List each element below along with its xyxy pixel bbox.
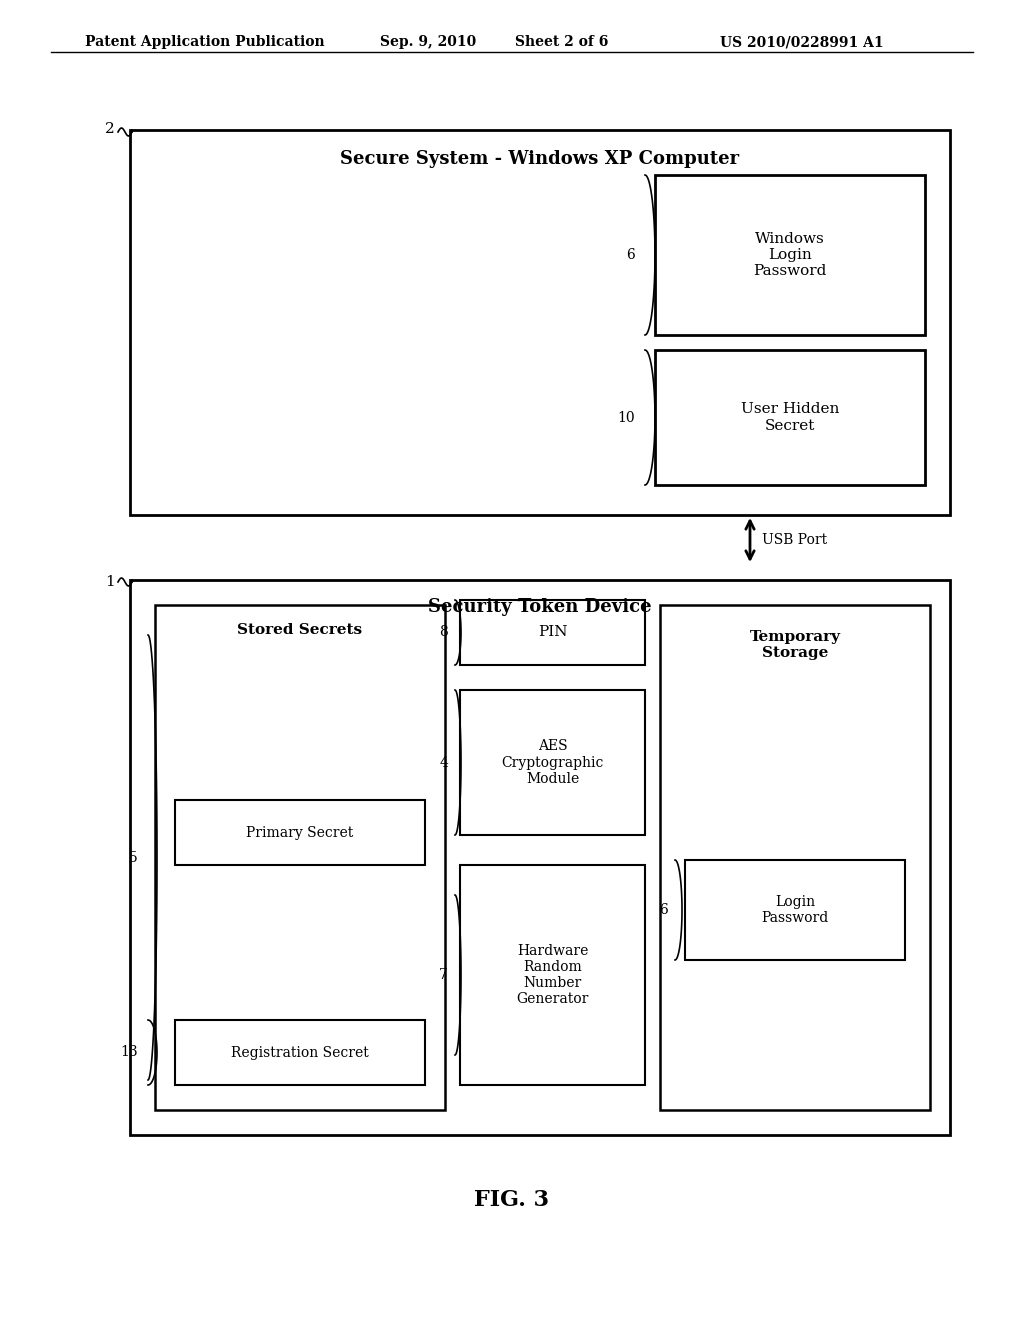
Text: 5: 5 — [129, 850, 138, 865]
Text: Secure System - Windows XP Computer: Secure System - Windows XP Computer — [340, 150, 739, 168]
Text: Sheet 2 of 6: Sheet 2 of 6 — [515, 36, 608, 49]
Text: AES
Cryptographic
Module: AES Cryptographic Module — [502, 739, 604, 785]
FancyBboxPatch shape — [655, 176, 925, 335]
Text: Sep. 9, 2010: Sep. 9, 2010 — [380, 36, 476, 49]
Text: 6: 6 — [659, 903, 668, 917]
FancyBboxPatch shape — [130, 579, 950, 1135]
Text: Stored Secrets: Stored Secrets — [238, 623, 362, 638]
FancyBboxPatch shape — [655, 350, 925, 484]
Text: 6: 6 — [627, 248, 635, 261]
Text: Security Token Device: Security Token Device — [428, 598, 652, 616]
FancyBboxPatch shape — [660, 605, 930, 1110]
FancyBboxPatch shape — [460, 601, 645, 665]
Text: 7: 7 — [439, 968, 449, 982]
Text: Login
Password: Login Password — [762, 895, 828, 925]
Text: 13: 13 — [121, 1045, 138, 1060]
Text: Hardware
Random
Number
Generator: Hardware Random Number Generator — [516, 944, 589, 1006]
FancyBboxPatch shape — [175, 1020, 425, 1085]
Text: 10: 10 — [617, 411, 635, 425]
Text: Temporary
Storage: Temporary Storage — [750, 630, 841, 660]
Text: Primary Secret: Primary Secret — [247, 825, 353, 840]
FancyBboxPatch shape — [155, 605, 445, 1110]
Text: US 2010/0228991 A1: US 2010/0228991 A1 — [720, 36, 884, 49]
FancyBboxPatch shape — [175, 800, 425, 865]
Text: FIG. 3: FIG. 3 — [474, 1189, 550, 1210]
Text: 8: 8 — [439, 626, 449, 639]
Text: Patent Application Publication: Patent Application Publication — [85, 36, 325, 49]
FancyBboxPatch shape — [130, 129, 950, 515]
FancyBboxPatch shape — [460, 865, 645, 1085]
Text: Windows
Login
Password: Windows Login Password — [754, 232, 826, 279]
Text: PIN: PIN — [538, 626, 567, 639]
FancyBboxPatch shape — [685, 861, 905, 960]
FancyBboxPatch shape — [460, 690, 645, 836]
Text: Registration Secret: Registration Secret — [231, 1045, 369, 1060]
Text: 2: 2 — [105, 121, 115, 136]
Text: USB Port: USB Port — [762, 533, 827, 546]
Text: User Hidden
Secret: User Hidden Secret — [740, 403, 840, 433]
Text: 1: 1 — [105, 576, 115, 589]
Text: 4: 4 — [439, 755, 449, 770]
